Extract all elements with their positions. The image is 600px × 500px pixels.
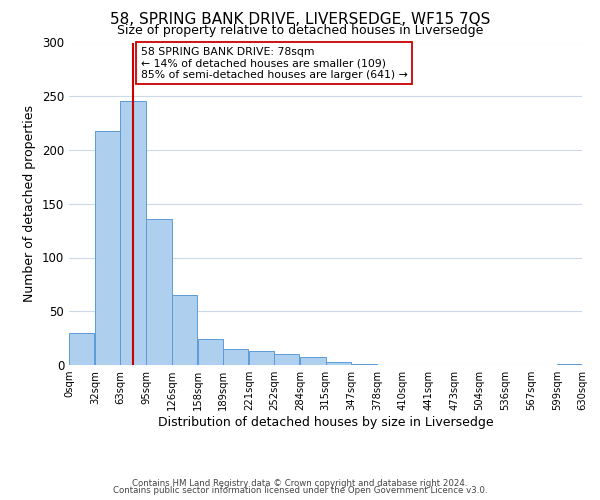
Bar	[223, 349, 248, 365]
Bar	[120, 100, 146, 365]
Bar	[325, 362, 351, 365]
Bar	[249, 351, 274, 365]
Bar	[95, 130, 120, 365]
Text: 58 SPRING BANK DRIVE: 78sqm
← 14% of detached houses are smaller (109)
85% of se: 58 SPRING BANK DRIVE: 78sqm ← 14% of det…	[140, 47, 407, 80]
Bar	[172, 295, 197, 365]
Bar	[197, 339, 223, 365]
Text: Contains HM Land Registry data © Crown copyright and database right 2024.: Contains HM Land Registry data © Crown c…	[132, 478, 468, 488]
Text: Contains public sector information licensed under the Open Government Licence v3: Contains public sector information licen…	[113, 486, 487, 495]
Y-axis label: Number of detached properties: Number of detached properties	[23, 106, 37, 302]
Bar	[146, 219, 172, 365]
Text: 58, SPRING BANK DRIVE, LIVERSEDGE, WF15 7QS: 58, SPRING BANK DRIVE, LIVERSEDGE, WF15 …	[110, 12, 490, 26]
X-axis label: Distribution of detached houses by size in Liversedge: Distribution of detached houses by size …	[158, 416, 493, 429]
Bar	[352, 364, 377, 365]
Bar	[300, 358, 325, 365]
Text: Size of property relative to detached houses in Liversedge: Size of property relative to detached ho…	[117, 24, 483, 37]
Bar	[274, 354, 299, 365]
Bar	[557, 364, 582, 365]
Bar	[69, 333, 94, 365]
